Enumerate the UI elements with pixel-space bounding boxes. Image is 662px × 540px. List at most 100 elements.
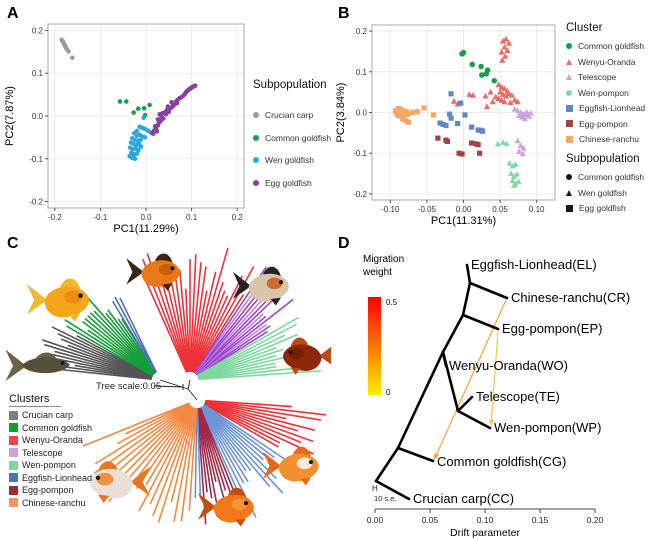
fish-body [213,494,254,523]
y-axis-title: PC2(7.87%) [4,86,16,146]
x-tick-label: 0.10 [529,205,545,214]
scatter-point [403,118,409,124]
legend-item: Telescope [566,72,660,82]
fish-eye [60,360,65,366]
fish-body [283,344,322,371]
scatter-point [515,178,522,184]
fish-photo-telescope-topright [232,266,289,306]
tree-branch [193,275,243,373]
y-axis-title: PC2(3.84%) [335,83,347,143]
legend-item-label: Chinese-ranchu [579,134,640,144]
tree-branch [198,407,227,491]
tree-branch [119,297,157,373]
legend-item-label: Wen-pompon [22,460,76,470]
legend-item-label: Egg-pompon [579,118,628,129]
tree-branch [117,403,190,445]
tree-edge [456,395,474,413]
scatter-point [501,98,508,105]
fish-eye [308,460,314,465]
tree-branch [200,406,249,483]
color-swatch-icon [9,498,18,507]
migration-arrow [433,299,507,461]
scatter-point [521,115,529,122]
scatter-point [499,37,507,44]
fish-pattern [231,498,248,511]
tree-branch [197,334,286,377]
tree-branch [200,407,245,484]
tip-label: Eggfish-Lionhead(EL) [471,257,597,272]
scatter-point [513,170,521,177]
tree-branch [190,261,202,372]
tree-branch [173,408,197,522]
tree-branch [196,325,271,376]
tree-branch [193,294,244,374]
tree-branch [192,295,229,373]
tree-branch [116,405,192,474]
fish-body [22,357,70,374]
tree-branch [203,403,279,448]
legend-item: Egg-pompon [9,485,113,495]
scatter-point [499,139,507,145]
tree-branch [159,277,189,373]
tree-branch [204,402,314,442]
tree-branch [205,399,293,408]
tree-edge [441,350,460,413]
tree-branch [125,403,190,435]
scatter-point [494,140,502,147]
legend-item-label: Eggfish-Lionhead [579,103,646,113]
tree-branch [192,290,226,373]
scatter-point [519,150,526,157]
tree-branch [64,319,154,376]
y-tick-label: 0.1 [32,69,44,78]
tree-branch [178,269,190,372]
tree-branch [196,315,267,376]
legend-item: Egg goldfish [253,178,329,188]
scatter-point [517,142,524,149]
fish-photo-eggfish-bottom [197,487,254,527]
tree-branch [205,401,287,420]
scatter-point [142,135,148,140]
tree-branch [205,400,327,416]
fish-eye [95,475,101,481]
legend-item: Common goldfish [566,41,660,51]
tree-branch [115,405,192,483]
scatter-point [402,112,408,118]
legend-item-label: Telescope [22,447,63,458]
tree-branch [199,407,234,500]
tree-edge [374,446,400,483]
triangle-glyph-icon [566,58,572,65]
scatter-point [448,115,454,121]
tree-hub-connector [187,388,198,401]
tree-branch [195,313,264,375]
scatter-point [469,92,477,98]
tree-branch [197,408,213,499]
scatter-point [437,120,443,126]
scatter-point [462,112,468,118]
tree-branch [144,278,188,373]
tree-branch [152,407,195,517]
fish-pattern [296,457,313,470]
fish-pelvic-fin [235,518,246,527]
tree-edge [456,409,492,430]
tree-branch [180,408,197,522]
tree-branch [157,407,196,523]
migration-arrow [490,330,499,427]
tip-label: Wen-pompon(WP) [494,420,601,435]
fish-pelvic-fin [290,367,301,375]
scatter-point [468,124,475,130]
legend-item-label: Egg goldfish [579,203,626,213]
scatter-point [440,121,446,127]
tree-branch [204,402,302,444]
tree-branch [201,406,271,487]
tree-branch [196,299,294,376]
scatter-point [514,137,521,144]
tree-branch [191,247,229,373]
scatter-point [509,177,516,184]
square-glyph-icon [566,204,573,212]
legend-item: Eggfish-Lionhead [9,473,113,483]
tree-edge [461,281,472,317]
scatter-point [497,88,504,95]
legend-a-title: Subpopulation [253,79,327,91]
fish-eye [243,501,249,506]
tree-branch [87,315,155,375]
